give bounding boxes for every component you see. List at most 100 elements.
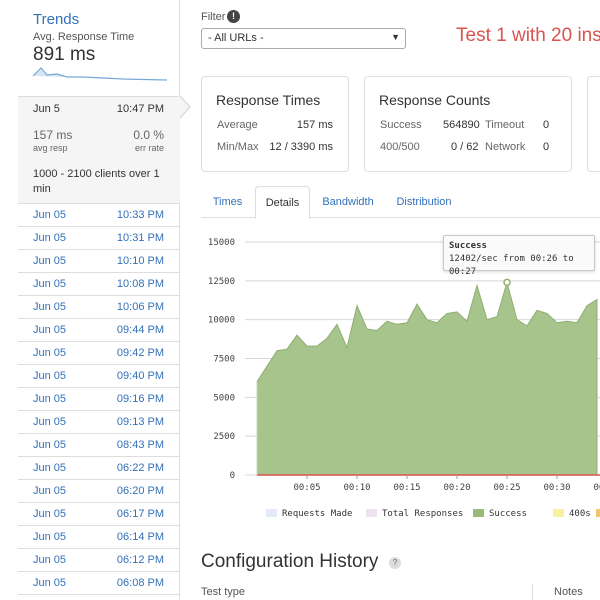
legend-label: Total Responses [382,509,464,519]
network-label: Network [485,141,526,153]
run-time: 06:17 PM [116,508,164,520]
sidebar-divider [179,0,180,600]
tooltip-title: Success [449,241,487,251]
run-date: Jun 05 [33,531,67,543]
run-history-item[interactable]: Jun 05 06:17 PM [18,503,180,526]
run-time: 10:08 PM [116,278,164,290]
run-history-item[interactable]: Jun 05 06:20 PM [18,480,180,503]
success-value: 564890 [443,119,480,131]
run-history-item[interactable]: Jun 05 06:14 PM [18,526,180,549]
run-time: 10:31 PM [116,232,164,244]
run-history-item[interactable]: Jun 05 10:06 PM [18,296,180,319]
y-tick-label: 10000 [208,316,235,326]
info-icon[interactable]: ! [227,10,240,23]
legend-swatch [553,509,564,517]
run-history-item[interactable]: Jun 05 06:12 PM [18,549,180,572]
selected-run[interactable]: Jun 5 10:47 PM 157 ms avg resp 0.0 % err… [18,96,180,204]
legend-item[interactable]: Requests Made [266,509,352,519]
legend-item[interactable]: Success [473,509,527,519]
run-date: Jun 05 [33,232,67,244]
average-label: Average [217,119,258,131]
legend-item[interactable]: Total Responses [366,509,463,519]
success-area [256,280,598,476]
third-card-partial [587,76,600,172]
success-label: Success [380,119,422,131]
config-history-title: Configuration History [201,551,379,572]
response-counts-title: Response Counts [379,92,491,108]
col-test-type: Test type [201,586,246,598]
run-date: Jun 05 [33,209,67,221]
tab-times[interactable]: Times [212,196,243,208]
selected-run-date: Jun 5 [33,103,60,115]
selected-run-time: 10:47 PM [116,103,164,115]
filter-label: Filter [201,11,226,23]
help-icon[interactable]: ? [389,557,401,569]
chevron-down-icon: ▼ [391,32,400,42]
selected-run-err-rate-label: err rate [134,143,164,153]
errors-value: 0 / 62 [451,141,479,153]
response-times-card: Response Times Average 157 ms Min/Max 12… [201,76,349,172]
tab-distribution[interactable]: Distribution [396,196,452,208]
run-date: Jun 05 [33,485,67,497]
trends-title[interactable]: Trends [33,11,80,28]
legend-swatch [596,509,600,517]
run-time: 06:12 PM [116,554,164,566]
legend-item[interactable]: 400s [553,509,591,519]
y-tick-label: 2500 [213,432,235,442]
run-date: Jun 05 [33,462,67,474]
run-date: Jun 05 [33,370,67,382]
tooltip-text: 12402/sec from 00:26 to 00:27 [449,254,574,277]
run-date: Jun 05 [33,439,67,451]
run-history-item[interactable]: Jun 05 10:08 PM [18,273,180,296]
run-date: Jun 05 [33,554,67,566]
hover-point [503,278,511,287]
run-history-item[interactable]: Jun 05 06:22 PM [18,457,180,480]
x-tick-label: 00:05 [293,483,320,493]
run-history-item[interactable]: Jun 05 08:43 PM [18,434,180,457]
run-history-item[interactable]: Jun 05 09:42 PM [18,342,180,365]
tab-details[interactable]: Details [255,186,310,219]
y-tick-label: 5000 [213,393,235,403]
run-date: Jun 05 [33,301,67,313]
x-tick-label: 00:20 [443,483,470,493]
details-chart[interactable]: 0 2500 5000 7500 10000 12500 15000 00:05 00:10 00… [201,228,600,528]
legend-label: Success [489,509,527,519]
run-history-item[interactable]: Jun 05 09:44 PM [18,319,180,342]
minmax-label: Min/Max [217,141,259,153]
run-history-item[interactable]: Jun 05 09:40 PM [18,365,180,388]
run-date: Jun 05 [33,278,67,290]
response-counts-card: Response Counts Success 564890 Timeout 0… [364,76,572,172]
run-date: Jun 05 [33,324,67,336]
run-history-item[interactable]: Jun 05 10:31 PM [18,227,180,250]
tab-bandwidth[interactable]: Bandwidth [322,196,374,208]
run-history-item[interactable]: Jun 05 06:08 PM [18,572,180,595]
y-tick-label: 12500 [208,277,235,287]
timeout-value: 0 [543,119,550,131]
run-date: Jun 05 [33,508,67,520]
column-divider [532,584,533,600]
selected-run-err-rate: 0.0 % [133,128,164,142]
test-title: Test 1 with 20 insta [456,25,600,46]
run-date: Jun 05 [33,393,67,405]
run-history-item[interactable]: Jun 05 10:33 PM [18,204,180,227]
legend-swatch [266,509,277,517]
chart-tabs: Times Details Bandwidth Distribution [201,186,600,219]
x-tick-label: 00:30 [543,483,570,493]
url-filter-value: - All URLs - [208,32,264,44]
x-tick-label: 00:25 [493,483,520,493]
run-time: 09:42 PM [116,347,164,359]
network-value: 0 [543,141,550,153]
run-date: Jun 05 [33,255,67,267]
selected-run-avg-resp: 157 ms [33,128,73,142]
run-history-item[interactable]: Jun 05 09:16 PM [18,388,180,411]
chart-tooltip: Success 12402/sec from 00:26 to 00:27 [443,235,595,277]
run-time: 06:08 PM [116,577,164,589]
x-tick-label: 00:35 [593,483,600,493]
run-history-list: Jun 05 10:33 PM Jun 05 10:31 PM Jun 05 10:10 … [18,204,180,595]
average-value: 157 ms [296,119,333,131]
run-history-item[interactable]: Jun 05 09:13 PM [18,411,180,434]
legend-item[interactable] [596,509,600,519]
url-filter-select[interactable]: - All URLs - ▼ [201,28,406,49]
run-date: Jun 05 [33,347,67,359]
run-history-item[interactable]: Jun 05 10:10 PM [18,250,180,273]
